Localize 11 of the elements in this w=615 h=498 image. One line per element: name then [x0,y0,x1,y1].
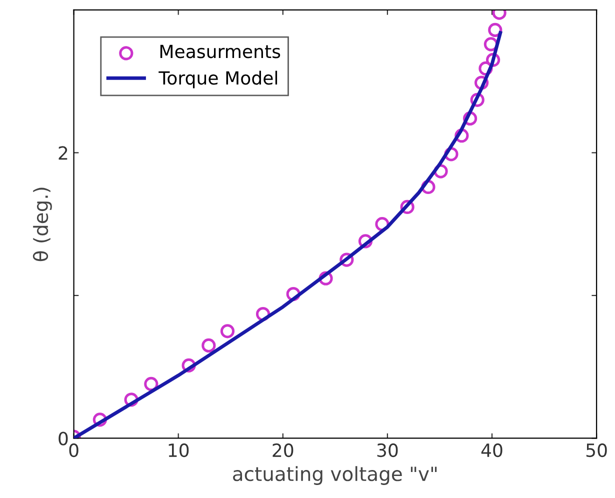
y-axis-title: θ (deg.) [32,188,52,262]
x-tick-label: 40 [481,443,502,458]
x-tick-label: 20 [272,443,294,458]
x-axis-title: actuating voltage "v" [233,466,437,485]
x-tick-label: 10 [168,443,189,458]
x-tick-label: 50 [586,443,607,458]
legend-label: Torque Model [158,70,278,88]
legend-label: Measurments [160,44,280,58]
x-tick-label: 0 [69,443,78,458]
y-tick-label: 2 [58,146,68,160]
x-tick-label: 30 [377,443,398,458]
